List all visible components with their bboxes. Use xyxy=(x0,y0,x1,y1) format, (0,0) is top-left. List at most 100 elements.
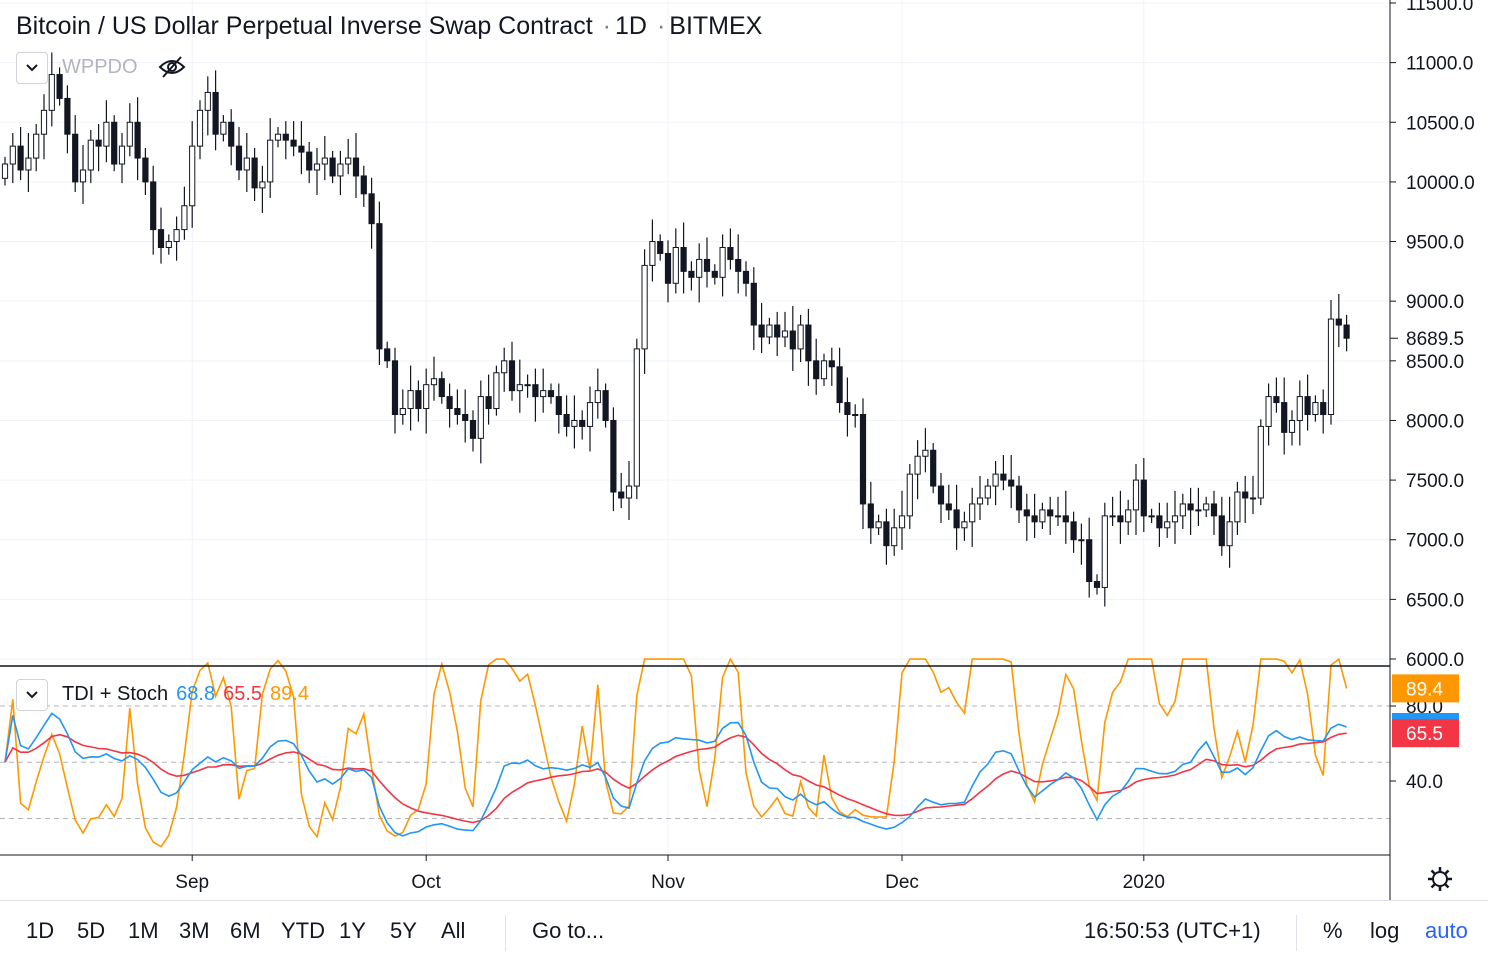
interval-label[interactable]: 1D xyxy=(614,12,647,40)
indicator-name[interactable]: TDI + Stoch xyxy=(62,683,169,705)
candle-down xyxy=(844,402,851,415)
range-button-all[interactable]: All xyxy=(441,918,466,943)
candle-down xyxy=(1320,402,1327,415)
indicator-value-badge xyxy=(1392,719,1459,748)
indicator-axis[interactable]: 80.040.089.468.865.5 xyxy=(1390,674,1459,793)
candle-up xyxy=(267,139,274,183)
price-tick-label: 9500.0 xyxy=(1406,233,1464,254)
clock-label[interactable]: 16:50:53 (UTC+1) xyxy=(1084,918,1261,943)
candle-up xyxy=(781,330,789,338)
candle-up xyxy=(961,521,968,529)
candle-down xyxy=(1117,515,1124,523)
candle-down xyxy=(384,348,391,362)
candle-down xyxy=(72,133,79,183)
candle-up xyxy=(625,485,633,499)
candle-up xyxy=(696,258,703,278)
candle-down xyxy=(56,74,63,99)
range-button-1d[interactable]: 1D xyxy=(26,918,55,943)
candle-down xyxy=(1281,402,1288,433)
candle-down xyxy=(235,145,243,171)
candle-down xyxy=(415,390,422,410)
candle-up xyxy=(719,247,726,278)
log-toggle[interactable]: log xyxy=(1370,918,1400,943)
candle-up xyxy=(189,145,196,207)
candle-down xyxy=(1008,479,1015,487)
price-tick-label: 6500.0 xyxy=(1406,590,1464,611)
range-button-5d[interactable]: 5D xyxy=(77,918,106,943)
gear-icon[interactable] xyxy=(1425,864,1455,894)
candle-down xyxy=(485,396,492,410)
eye-off-icon[interactable] xyxy=(158,55,186,79)
candle-up xyxy=(852,413,859,416)
candle-down xyxy=(111,121,118,165)
candle-up xyxy=(118,145,126,165)
toolbar-divider xyxy=(1296,915,1297,951)
candle-up xyxy=(274,133,282,141)
candle-up xyxy=(1203,503,1210,511)
candle-down xyxy=(657,241,664,254)
candle-down xyxy=(1086,539,1093,582)
candle-down xyxy=(602,390,609,421)
indicator-collapse-button[interactable] xyxy=(16,679,48,711)
candle-down xyxy=(680,247,687,272)
candle-down xyxy=(438,378,445,398)
candle-down xyxy=(1210,503,1218,517)
candle-up xyxy=(571,419,578,427)
candle-down xyxy=(758,324,765,338)
candle-down xyxy=(95,139,102,147)
candle-up xyxy=(87,139,94,171)
candle-down xyxy=(1000,473,1007,481)
percent-toggle[interactable]: % xyxy=(1323,918,1343,943)
candle-up xyxy=(165,241,172,249)
candle-down xyxy=(1304,396,1311,415)
range-button-3m[interactable]: 3M xyxy=(179,918,210,943)
candle-down xyxy=(953,509,960,529)
candle-up xyxy=(321,157,328,165)
candle-down xyxy=(1070,521,1077,541)
time-tick-label: Dec xyxy=(885,872,919,893)
rsi-line xyxy=(4,712,1347,837)
candle-up xyxy=(337,163,344,177)
candle-down xyxy=(937,485,945,505)
exchange-label[interactable]: BITMEX xyxy=(669,12,763,40)
candle-down xyxy=(945,503,952,511)
chevron-down-icon xyxy=(26,691,38,699)
candle-up xyxy=(1226,521,1233,547)
legend-collapse-button[interactable] xyxy=(16,52,48,84)
candle-up xyxy=(103,121,110,147)
candle-down xyxy=(298,145,305,153)
candle-down xyxy=(228,121,235,147)
candle-up xyxy=(1179,503,1186,517)
candle-up xyxy=(898,515,906,529)
candle-down xyxy=(1140,479,1147,517)
indicator-legend: TDI + Stoch 68.8 65.5 89.4 xyxy=(62,683,317,706)
range-button-ytd[interactable]: YTD xyxy=(281,918,325,943)
indicator-value-blue: 68.8 xyxy=(176,683,216,705)
candle-up xyxy=(313,163,321,171)
range-button-1y[interactable]: 1Y xyxy=(339,918,366,943)
indicator-grid xyxy=(0,705,1390,819)
range-button-6m[interactable]: 6M xyxy=(230,918,261,943)
chart-canvas[interactable]: 11500.0 11000.0 10500.0 10000.0 9500.0 9000.0… xyxy=(0,0,1488,900)
time-tick-label: Oct xyxy=(411,872,441,893)
goto-button[interactable]: Go to... xyxy=(532,918,605,943)
candle-down xyxy=(306,151,313,171)
candle-down xyxy=(579,419,586,427)
range-button-1m[interactable]: 1M xyxy=(128,918,159,943)
time-axis[interactable]: Sep Oct Nov Dec 2020 xyxy=(175,855,1165,893)
candle-down xyxy=(735,258,742,272)
candle-up xyxy=(1,163,9,179)
range-button-5y[interactable]: 5Y xyxy=(390,918,417,943)
candle-up xyxy=(992,473,999,487)
auto-toggle[interactable]: auto xyxy=(1425,918,1468,943)
candle-down xyxy=(1015,485,1023,511)
candle-up xyxy=(493,372,500,410)
candle-up xyxy=(477,396,484,439)
symbol-title[interactable]: Bitcoin / US Dollar Perpetual Inverse Sw… xyxy=(16,12,593,40)
candle-down xyxy=(610,419,617,493)
price-axis[interactable]: 11500.0 11000.0 10500.0 10000.0 9500.0 9000.0… xyxy=(1390,0,1475,671)
indicator-value-badge xyxy=(1392,674,1459,703)
candle-up xyxy=(1148,515,1155,518)
candle-up xyxy=(33,133,40,159)
wppdo-indicator-row[interactable]: WPPDO xyxy=(62,55,186,79)
